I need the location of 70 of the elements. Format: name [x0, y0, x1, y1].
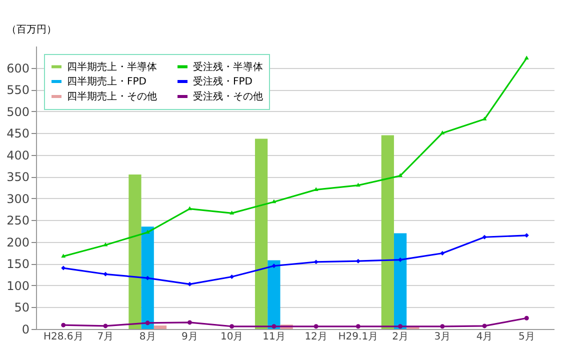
legend-label: 四半期売上・その他: [67, 90, 157, 102]
point: [61, 266, 66, 270]
point: [187, 320, 192, 325]
y-tick-label: 450: [6, 126, 30, 141]
y-tick-label: 300: [6, 192, 30, 206]
y-tick-label: 600: [6, 61, 30, 76]
y-axis-title: （百万円）: [6, 24, 56, 36]
y-tick-label: 400: [6, 148, 30, 162]
y-tick-label: 100: [6, 278, 30, 293]
point: [272, 324, 276, 329]
point: [187, 282, 192, 286]
point: [524, 316, 529, 320]
bar: [128, 174, 142, 329]
point: [272, 199, 276, 204]
point: [230, 324, 234, 329]
bar: [381, 135, 394, 329]
legend-label: 四半期売上・半導体: [67, 60, 157, 73]
y-tick-label: 0: [22, 322, 30, 336]
point: [145, 230, 150, 234]
legend-label: 四半期売上・FPD: [67, 76, 147, 88]
x-tick-label: 3月: [434, 332, 451, 342]
point: [356, 182, 360, 187]
point: [230, 210, 234, 214]
point: [482, 234, 487, 240]
bar: [254, 138, 268, 329]
y-tick-label: 150: [6, 257, 30, 272]
bar: [394, 233, 407, 329]
x-tick-label: H29.1月: [338, 332, 378, 342]
legend-label: 受注残・FPD: [193, 76, 253, 88]
bar: [268, 260, 280, 329]
point: [61, 254, 66, 258]
point: [398, 173, 403, 178]
point: [103, 242, 108, 246]
x-tick-label: H28.6月: [43, 332, 84, 342]
x-tick-label: 9月: [182, 332, 198, 342]
y-tick-label: 50: [14, 300, 30, 315]
x-tick-label: 2月: [392, 332, 408, 342]
point: [440, 251, 445, 256]
legend-label: 受注残・半導体: [193, 60, 263, 73]
x-tick-label: 11月: [262, 332, 286, 342]
point: [398, 258, 403, 262]
x-tick-label: 12月: [304, 332, 328, 342]
point: [440, 324, 445, 329]
y-tick-label: 250: [6, 214, 30, 228]
point: [524, 56, 529, 60]
y-tick-label: 550: [6, 83, 30, 98]
y-tick-label: 350: [6, 170, 30, 184]
point: [314, 260, 318, 264]
y-tick-label: 200: [6, 235, 30, 250]
point: [272, 264, 276, 268]
point: [398, 324, 403, 329]
x-tick-label: 4月: [476, 332, 493, 342]
point: [103, 272, 108, 276]
y-tick-label: 500: [6, 104, 30, 119]
bar: [154, 326, 167, 329]
point: [230, 274, 234, 279]
x-tick-label: 8月: [139, 332, 156, 342]
point: [61, 322, 66, 328]
legend-label: 受注残・その他: [193, 90, 263, 102]
x-tick-label: 7月: [97, 332, 114, 342]
x-tick-label: 10月: [220, 332, 244, 342]
point: [103, 324, 108, 328]
point: [524, 233, 529, 238]
point: [145, 320, 150, 326]
point: [314, 324, 318, 329]
point: [440, 130, 445, 134]
bar: [141, 226, 154, 329]
point: [482, 324, 487, 328]
x-tick-label: 5月: [518, 332, 535, 342]
point: [356, 324, 360, 329]
